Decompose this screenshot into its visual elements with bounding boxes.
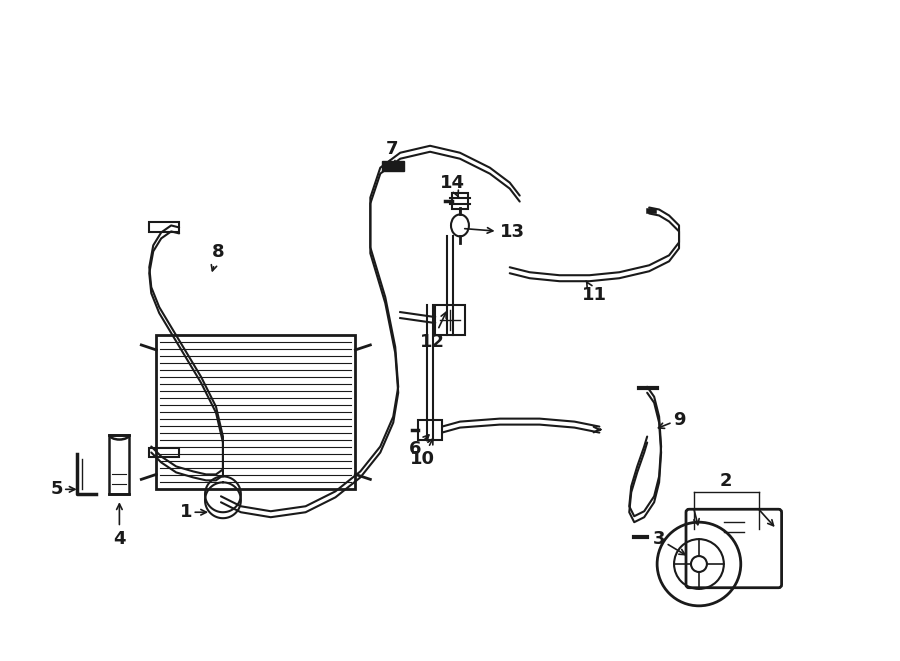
- Text: 12: 12: [419, 312, 446, 351]
- Text: 2: 2: [720, 473, 732, 490]
- Text: 5: 5: [50, 481, 75, 498]
- Bar: [157, 335, 356, 489]
- Bar: [110, 434, 130, 494]
- Text: 8: 8: [212, 243, 224, 271]
- Text: 10: 10: [410, 439, 435, 469]
- Bar: [382, 161, 404, 171]
- Text: 4: 4: [113, 504, 126, 548]
- Text: 1: 1: [180, 503, 206, 522]
- Bar: [149, 223, 179, 233]
- Bar: [149, 447, 179, 457]
- Text: 3: 3: [652, 530, 685, 555]
- Bar: [435, 305, 465, 335]
- Text: 6: 6: [409, 435, 429, 459]
- Bar: [452, 192, 468, 208]
- Text: 11: 11: [582, 281, 607, 304]
- Bar: [418, 420, 442, 440]
- Text: 9: 9: [659, 410, 685, 428]
- Text: 14: 14: [439, 174, 464, 197]
- Text: 13: 13: [464, 223, 526, 241]
- Text: 7: 7: [386, 139, 399, 166]
